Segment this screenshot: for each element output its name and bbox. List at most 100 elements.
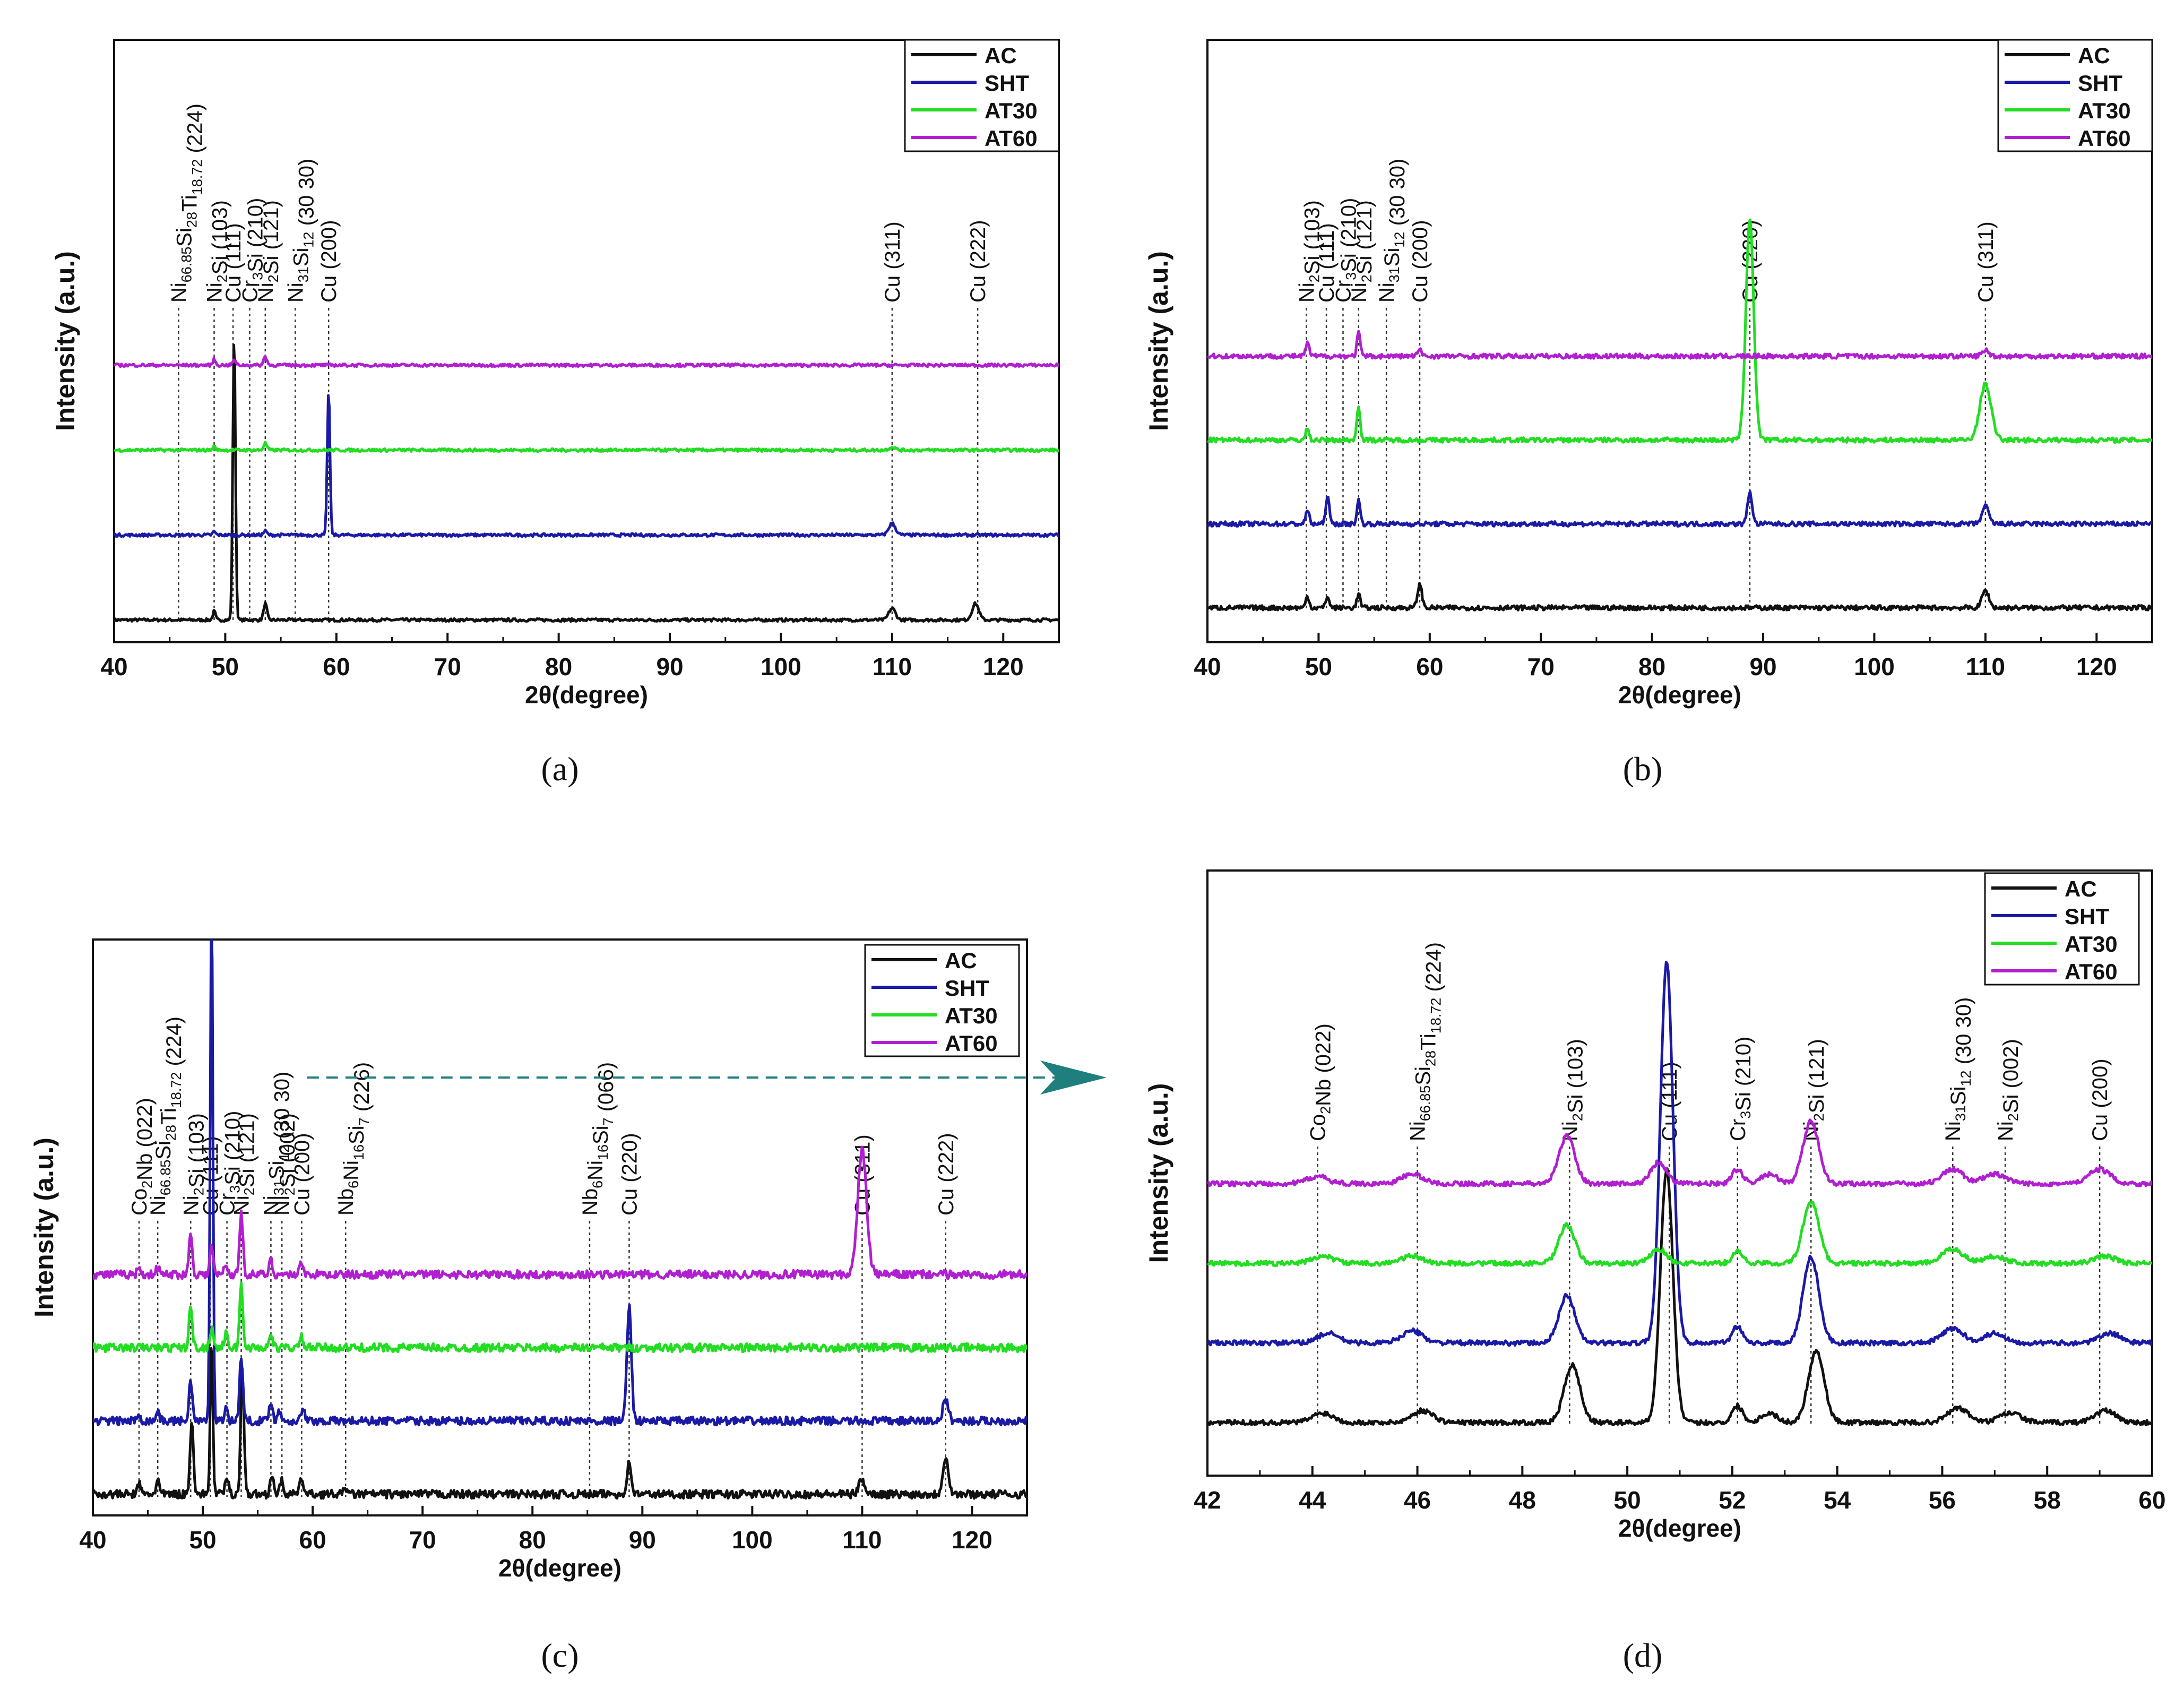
legend-entry: AT30	[985, 98, 1038, 123]
x-tick-label: 60	[299, 1526, 326, 1554]
series-group	[1207, 218, 2152, 611]
peak-label: Ni2Si (002)	[1994, 1039, 2023, 1141]
series-line-AC	[114, 343, 1059, 623]
series-group	[1207, 961, 2152, 1426]
peak-label: Ni2Si (103)	[1295, 200, 1324, 303]
plot-frame	[113, 39, 1060, 643]
x-tick-label: 44	[1299, 1486, 1326, 1514]
legend-entry: AC	[2078, 43, 2110, 68]
series-line-AT60	[1207, 330, 2152, 360]
x-tick-label: 48	[1509, 1486, 1536, 1514]
peak-label: Cu (200)	[2088, 1058, 2112, 1141]
x-tick-label: 46	[1404, 1486, 1431, 1514]
x-tick-label: 80	[1638, 653, 1665, 680]
x-tick-label: 100	[732, 1526, 773, 1554]
x-tick-label: 50	[189, 1526, 216, 1554]
legend-box	[1997, 39, 2153, 152]
plot-frame	[92, 938, 1028, 1516]
legend-entry: AT30	[945, 1003, 998, 1028]
series-line-SHT	[93, 940, 1027, 1427]
x-tick-label: 110	[842, 1526, 882, 1554]
legend-entry: AT60	[2065, 959, 2118, 984]
peak-label: Cu (200)	[290, 1133, 314, 1216]
x-tick-label: 40	[100, 653, 127, 680]
plot-frame	[1206, 39, 2153, 643]
x-tick-label: 110	[1966, 653, 2005, 680]
peak-label: Nb6Ni16Si7 (226)	[334, 1062, 374, 1216]
legend-entry: AT30	[2065, 932, 2118, 956]
x-axis-label: 2θ(degree)	[525, 681, 648, 709]
peak-label: Ni31Si12 (30 30)	[284, 159, 318, 303]
series-line-AC	[1207, 1167, 2152, 1426]
series-line-AT30	[114, 441, 1059, 453]
x-tick-label: 52	[1719, 1486, 1746, 1514]
peak-label: Ni2Si (121)	[1800, 1039, 1828, 1141]
x-tick-label: 80	[545, 653, 572, 680]
x-tick-label: 56	[1929, 1486, 1956, 1514]
peak-label: Cu (222)	[935, 1133, 958, 1216]
x-axis-label: 2θ(degree)	[1618, 681, 1741, 709]
legend-entry: AC	[2065, 876, 2097, 901]
x-tick-label: 58	[2034, 1486, 2061, 1514]
peak-label: Cr3Si (210)	[1332, 198, 1360, 303]
panel-b: 40 50 60 70 80 90 100 110 120 2θ(degree) Intensity…	[1144, 39, 2153, 788]
panel-caption: (d)	[1623, 1636, 1663, 1674]
series-line-SHT	[1207, 490, 2152, 528]
x-tick-label: 80	[519, 1526, 546, 1554]
peak-label: Nb6Ni16Si7 (066)	[579, 1062, 618, 1216]
peak-label: Cr3Si (210)	[216, 1111, 245, 1216]
peak-label: Ni2Si (002)	[271, 1113, 299, 1216]
legend-entry: SHT	[2065, 904, 2109, 929]
peak-label: Co2Nb (022)	[1307, 1023, 1335, 1141]
peak-label: Ni66.85Si28Ti18.72 (224)	[1406, 942, 1446, 1141]
series-line-AT60	[1207, 1118, 2152, 1187]
x-tick-label: 120	[983, 653, 1024, 680]
series-group	[114, 343, 1059, 623]
x-tick-label: 70	[409, 1526, 436, 1554]
legend-entry: AT60	[985, 126, 1038, 151]
x-tick-label: 40	[79, 1526, 106, 1554]
peak-label: Ni2Si (103)	[179, 1113, 208, 1216]
y-axis-label: Intensity (a.u.)	[1144, 1083, 1173, 1263]
x-tick-label: 70	[434, 653, 461, 680]
peak-label: Cu (111)	[222, 223, 245, 303]
zoom-arrow-head	[1040, 1061, 1107, 1095]
legend-entry: AT30	[2078, 98, 2131, 123]
x-axis-label: 2θ(degree)	[498, 1554, 621, 1582]
legend-entry: SHT	[2078, 71, 2122, 96]
peak-label: Ni31Si12 (30 30)	[260, 1072, 293, 1216]
peak-label: Cu (111)	[1315, 223, 1339, 303]
peak-label: Cu (311)	[1974, 221, 1998, 303]
peak-label: Cr3Si (210)	[1727, 1037, 1755, 1141]
x-tick-label: 100	[1854, 653, 1895, 680]
x-tick-label: 50	[1614, 1486, 1641, 1514]
peak-label: Cu (222)	[966, 220, 990, 303]
x-tick-label: 60	[2138, 1486, 2165, 1514]
series-group	[93, 940, 1027, 1500]
x-tick-label: 50	[212, 653, 239, 680]
x-tick-label: 54	[1824, 1486, 1851, 1514]
x-tick-label: 60	[1416, 653, 1443, 680]
x-tick-label: 100	[761, 653, 801, 680]
panel-caption: (a)	[541, 750, 579, 788]
series-line-AC	[1207, 582, 2152, 611]
panel-c: 40 50 60 70 80 90 100 110 120 2θ(degree) Intensity…	[29, 938, 1028, 1674]
peak-label: Ni2Si (103)	[203, 200, 231, 303]
peak-label: Ni31Si12 (30 30)	[1375, 159, 1409, 303]
peak-label: Ni31Si12 (30 30)	[1941, 997, 1975, 1141]
x-tick-label: 110	[873, 653, 912, 680]
legend-entry: AC	[985, 43, 1017, 68]
series-line-SHT	[1207, 961, 2152, 1347]
peak-label: Cu (200)	[317, 220, 341, 303]
legend: AC SHT AT30 AT60	[1984, 872, 2140, 986]
peak-label: Cu (200)	[1409, 220, 1432, 303]
peak-label: Ni66.85Si28Ti18.72 (224)	[146, 1016, 186, 1216]
peak-label: Ni2Si (121)	[1348, 200, 1376, 303]
series-line-AC	[93, 1347, 1027, 1500]
peak-label: Ni2Si (121)	[254, 200, 283, 303]
legend-box	[904, 39, 1060, 152]
series-line-AT60	[93, 1145, 1027, 1280]
x-tick-label: 60	[323, 653, 350, 680]
